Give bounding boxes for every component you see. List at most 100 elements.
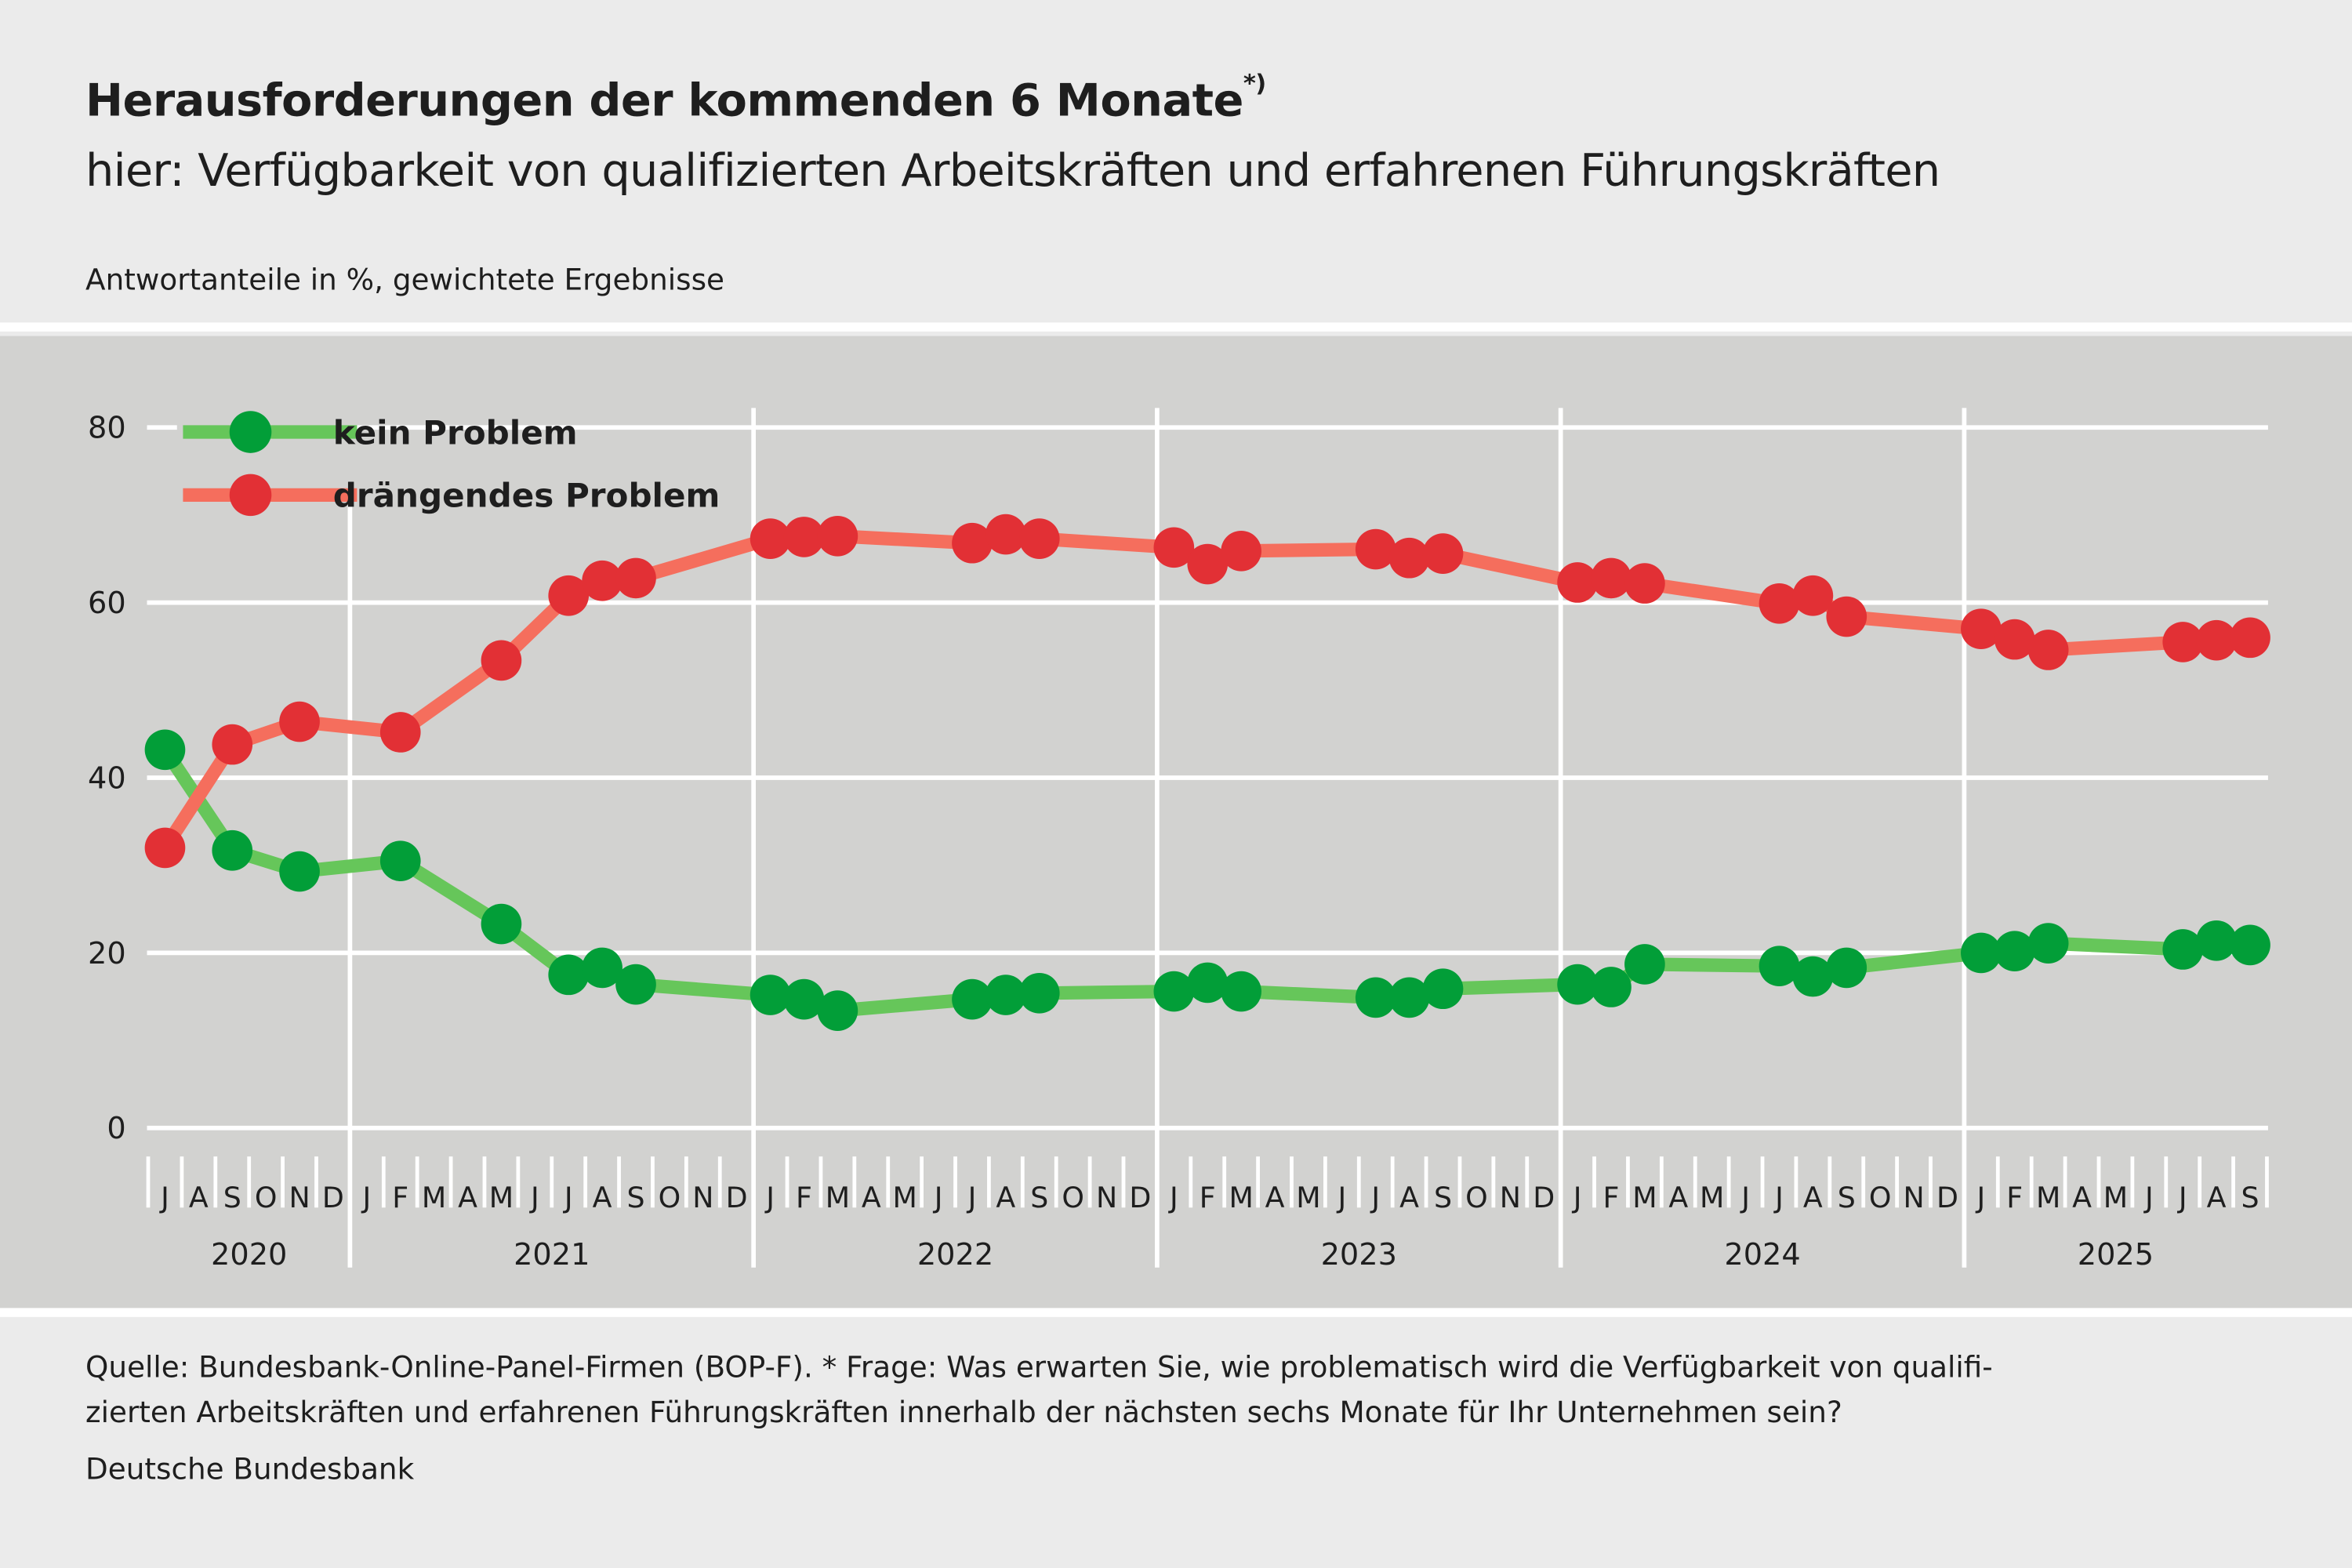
month-label: D: [322, 1181, 344, 1214]
data-point-1: [212, 724, 253, 765]
data-point-0: [1018, 972, 1060, 1014]
data-point-1: [1624, 563, 1665, 604]
y-tick-label: 40: [88, 760, 126, 796]
data-point-0: [379, 840, 421, 881]
month-label: S: [626, 1181, 644, 1214]
month-label: N: [289, 1181, 310, 1214]
data-point-1: [1018, 518, 1060, 559]
month-label: M: [1632, 1181, 1657, 1214]
month-label: M: [2103, 1181, 2128, 1214]
data-point-0: [1826, 947, 1867, 989]
month-label: F: [1200, 1181, 1216, 1214]
data-point-0: [1153, 971, 1195, 1012]
month-label: J: [1336, 1181, 1346, 1214]
data-point-1: [1153, 527, 1195, 568]
data-point-1: [548, 575, 590, 616]
month-label: A: [2207, 1181, 2227, 1214]
month-label: J: [933, 1181, 943, 1214]
month-label: M: [826, 1181, 850, 1214]
month-label: M: [892, 1181, 916, 1214]
data-point-1: [1591, 557, 1632, 599]
data-point-1: [817, 515, 858, 557]
month-label: D: [1129, 1181, 1151, 1214]
month-label: S: [2241, 1181, 2259, 1214]
data-point-0: [1792, 956, 1834, 997]
month-label: A: [189, 1181, 209, 1214]
month-label: F: [796, 1181, 812, 1214]
month-label: M: [1296, 1181, 1320, 1214]
month-label: J: [1975, 1181, 1985, 1214]
month-label: F: [1603, 1181, 1620, 1214]
data-point-1: [1961, 608, 2002, 650]
data-point-1: [2027, 630, 2069, 670]
month-label: N: [1096, 1181, 1117, 1214]
month-label: M: [1229, 1181, 1253, 1214]
month-label: J: [529, 1181, 539, 1214]
legend-label: drängendes Problem: [333, 477, 720, 515]
month-label: J: [967, 1181, 977, 1214]
month-label: A: [2072, 1181, 2092, 1214]
legend-marker-1: [229, 474, 272, 517]
month-label: J: [764, 1181, 775, 1214]
data-point-1: [379, 712, 421, 753]
data-point-0: [1388, 977, 1430, 1018]
data-point-1: [1187, 543, 1229, 585]
data-point-0: [1221, 971, 1261, 1012]
y-tick-label: 20: [88, 936, 126, 971]
data-point-1: [1355, 528, 1396, 570]
month-label: A: [1265, 1181, 1285, 1214]
data-point-0: [1422, 968, 1464, 1010]
data-point-1: [615, 557, 656, 599]
data-point-1: [2162, 622, 2204, 662]
year-label: 2024: [1724, 1237, 1800, 1272]
month-label: F: [2006, 1181, 2023, 1214]
data-point-1: [1422, 533, 1464, 574]
source-note-line-2: zierten Arbeitskräften und erfahrenen Fü…: [85, 1395, 1842, 1430]
data-point-0: [1961, 932, 2002, 974]
data-point-0: [2230, 924, 2270, 966]
data-point-1: [279, 701, 320, 742]
data-point-0: [279, 851, 320, 892]
month-label: D: [726, 1181, 748, 1214]
month-label: N: [1903, 1181, 1924, 1214]
data-point-0: [615, 964, 656, 1005]
data-point-0: [1624, 944, 1665, 985]
data-point-0: [1355, 977, 1396, 1018]
data-point-1: [144, 827, 186, 869]
data-point-0: [1759, 946, 1800, 987]
month-label: S: [1030, 1181, 1048, 1214]
month-label: A: [862, 1181, 881, 1214]
year-label: 2022: [917, 1237, 993, 1272]
data-point-0: [582, 947, 622, 989]
month-label: O: [1465, 1181, 1488, 1214]
data-point-1: [481, 640, 522, 681]
data-point-0: [1557, 964, 1598, 1005]
data-point-0: [2162, 929, 2204, 970]
data-point-1: [1388, 537, 1430, 579]
month-label: J: [1773, 1181, 1784, 1214]
month-label: A: [1668, 1181, 1688, 1214]
year-label: 2025: [2078, 1237, 2154, 1272]
data-point-1: [1792, 575, 1834, 616]
source-note-line-1: Quelle: Bundesbank-Online-Panel-Firmen (…: [85, 1349, 1993, 1385]
month-label: S: [1838, 1181, 1856, 1214]
year-label: 2020: [211, 1237, 287, 1272]
data-point-0: [144, 729, 186, 771]
data-point-0: [1994, 931, 2035, 972]
month-label: N: [1500, 1181, 1521, 1214]
data-point-0: [2196, 920, 2237, 961]
data-point-0: [2027, 923, 2069, 964]
data-point-1: [1994, 619, 2035, 660]
data-point-0: [548, 954, 590, 996]
month-label: M: [422, 1181, 446, 1214]
data-point-0: [985, 975, 1026, 1015]
month-label: M: [489, 1181, 514, 1214]
month-label: D: [1936, 1181, 1958, 1214]
month-label: F: [392, 1181, 408, 1214]
month-label: J: [1168, 1181, 1178, 1214]
month-label: J: [1572, 1181, 1582, 1214]
chart-title: Herausforderungen der kommenden 6 Monate…: [85, 69, 1266, 128]
data-point-0: [1591, 967, 1632, 1007]
month-label: J: [159, 1181, 169, 1214]
